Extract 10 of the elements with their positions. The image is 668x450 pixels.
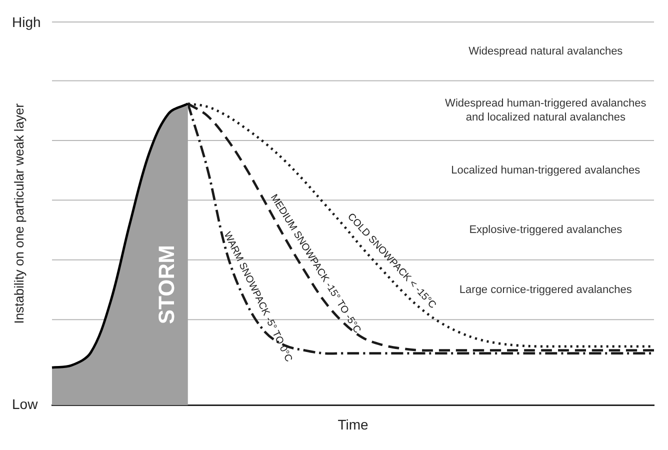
annotation: Explosive-triggered avalanches [469,224,623,236]
annotation: Large cornice-triggered avalanches [459,284,632,296]
text: High [12,14,41,30]
series-label: STORM [154,245,179,324]
x-axis-title: Time [338,416,369,432]
annotation: Widespread human-triggered avalanches and localized natural avalanches [445,98,647,124]
text: Widespread natural avalanches [468,45,624,58]
text: Low [12,396,39,412]
y-axis-title: Instability on one particular weak layer [11,102,26,324]
annotation: Localized human-triggered avalanches [451,164,641,176]
